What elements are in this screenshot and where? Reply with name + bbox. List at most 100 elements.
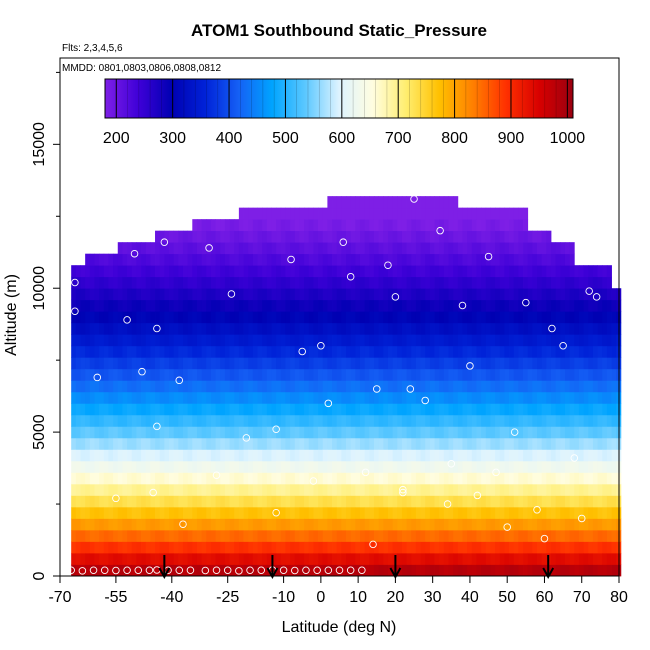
- heatmap-cell: [401, 552, 407, 565]
- heatmap-cell: [518, 552, 524, 565]
- heatmap-cell: [238, 242, 244, 255]
- heatmap-cell: [308, 230, 314, 243]
- heatmap-cell: [299, 391, 305, 404]
- heatmap-cell: [155, 541, 161, 554]
- heatmap-cell: [499, 299, 505, 312]
- heatmap-cell: [378, 311, 384, 324]
- heatmap-cell: [467, 564, 473, 577]
- heatmap-cell: [537, 495, 543, 508]
- heatmap-cell: [164, 299, 170, 312]
- heatmap-cell: [85, 552, 91, 565]
- heatmap-cell: [234, 345, 240, 358]
- heatmap-cell: [355, 518, 361, 531]
- heatmap-cell: [569, 472, 575, 485]
- heatmap-cell: [285, 207, 291, 220]
- heatmap-cell: [243, 437, 249, 450]
- heatmap-cell: [453, 506, 459, 519]
- heatmap-cell: [252, 518, 258, 531]
- heatmap-cell: [257, 345, 263, 358]
- heatmap-cell: [290, 564, 296, 577]
- heatmap-cell: [336, 207, 342, 220]
- heatmap-cell: [439, 552, 445, 565]
- heatmap-cell: [350, 426, 356, 439]
- heatmap-cell: [215, 437, 221, 450]
- heatmap-cell: [513, 403, 519, 416]
- x-tick-label: -70: [48, 589, 71, 606]
- heatmap-cell: [117, 541, 123, 554]
- heatmap-cell: [397, 288, 403, 301]
- heatmap-cell: [150, 495, 156, 508]
- heatmap-cell: [332, 242, 338, 255]
- heatmap-cell: [201, 322, 207, 335]
- sample-point: [212, 566, 221, 574]
- heatmap-cell: [537, 552, 543, 565]
- heatmap-cell: [224, 311, 230, 324]
- heatmap-cell: [471, 414, 477, 427]
- heatmap-cell: [597, 288, 603, 301]
- heatmap-cell: [215, 380, 221, 393]
- heatmap-cell: [504, 403, 510, 416]
- heatmap-cell: [350, 460, 356, 473]
- heatmap-cell: [285, 230, 291, 243]
- heatmap-cell: [271, 391, 277, 404]
- heatmap-cell: [569, 345, 575, 358]
- heatmap-cell: [75, 449, 81, 462]
- heatmap-cell: [513, 449, 519, 462]
- heatmap-cell: [537, 449, 543, 462]
- heatmap-cell: [499, 391, 505, 404]
- heatmap-cell: [401, 357, 407, 370]
- heatmap-cell: [276, 311, 282, 324]
- heatmap-cell: [164, 391, 170, 404]
- heatmap-cell: [467, 483, 473, 496]
- heatmap-cell: [443, 495, 449, 508]
- heatmap-cell: [341, 483, 347, 496]
- heatmap-cell: [369, 276, 375, 289]
- heatmap-cell: [355, 288, 361, 301]
- heatmap-cell: [252, 242, 258, 255]
- heatmap-cell: [145, 299, 151, 312]
- heatmap-cell: [355, 311, 361, 324]
- heatmap-cell: [266, 437, 272, 450]
- heatmap-cell: [434, 368, 440, 381]
- heatmap-cell: [588, 391, 594, 404]
- heatmap-cell: [453, 265, 459, 278]
- heatmap-cell: [583, 357, 589, 370]
- heatmap-cell: [178, 322, 184, 335]
- heatmap-cell: [401, 380, 407, 393]
- heatmap-cell: [89, 426, 95, 439]
- heatmap-cell: [257, 495, 263, 508]
- heatmap-cell: [266, 506, 272, 519]
- heatmap-cell: [322, 311, 328, 324]
- heatmap-cell: [364, 219, 370, 232]
- heatmap-cell: [210, 552, 216, 565]
- heatmap-cell: [266, 391, 272, 404]
- heatmap-cell: [359, 495, 366, 508]
- heatmap-cell: [169, 242, 175, 255]
- sample-point: [100, 566, 109, 574]
- heatmap-cell: [564, 403, 571, 416]
- heatmap-cell: [243, 564, 249, 577]
- heatmap-cell: [476, 253, 482, 266]
- heatmap-cell: [89, 552, 95, 565]
- heatmap-cell: [364, 276, 370, 289]
- heatmap-cell: [513, 357, 519, 370]
- heatmap-cell: [150, 426, 156, 439]
- heatmap-cell: [192, 299, 198, 312]
- heatmap-cell: [336, 506, 342, 519]
- heatmap-cell: [271, 299, 277, 312]
- heatmap-cell: [509, 207, 515, 220]
- heatmap-cell: [392, 288, 398, 301]
- heatmap-cell: [108, 311, 114, 324]
- heatmap-cell: [532, 345, 538, 358]
- heatmap-cell: [364, 426, 370, 439]
- heatmap-cell: [127, 253, 133, 266]
- heatmap-cell: [537, 368, 543, 381]
- heatmap-cell: [210, 334, 216, 347]
- heatmap-cell: [313, 345, 319, 358]
- heatmap-cell: [373, 552, 380, 565]
- heatmap-cell: [546, 253, 552, 266]
- heatmap-cell: [276, 368, 282, 381]
- heatmap-cell: [499, 368, 505, 381]
- heatmap-cell: [308, 564, 314, 577]
- heatmap-cell: [569, 322, 575, 335]
